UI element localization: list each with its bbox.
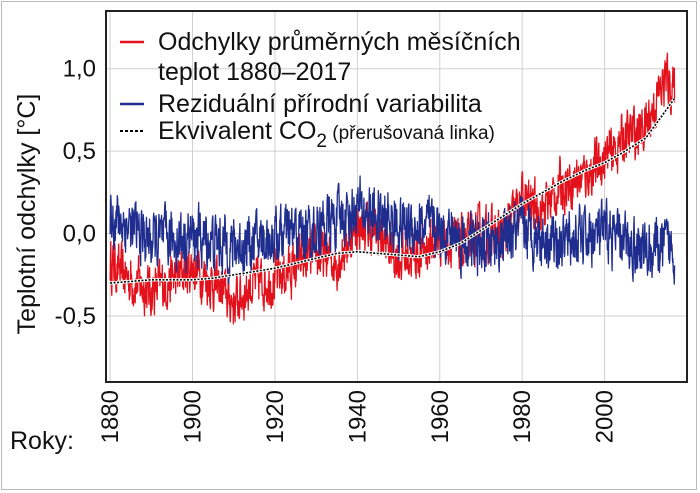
x-tick-label: 1920 bbox=[262, 390, 289, 443]
x-axis-title: Roky: bbox=[10, 427, 74, 455]
x-tick-label: 1960 bbox=[427, 390, 454, 443]
plot-border bbox=[105, 10, 688, 383]
x-tick-label: 1880 bbox=[97, 390, 124, 443]
x-tick-label: 1900 bbox=[180, 390, 207, 443]
x-tick-label: 1940 bbox=[344, 390, 371, 443]
legend-label-co2-subscript: 2 bbox=[316, 131, 327, 152]
co2-equivalent-line bbox=[110, 97, 676, 284]
x-tick-label: 2000 bbox=[592, 390, 619, 443]
y-tick-labels: 1,0 0,5 0,0 -0,5 bbox=[55, 56, 96, 330]
y-tick-label: 0,5 bbox=[63, 138, 96, 165]
legend-label-co2-main: Ekvivalent CO bbox=[158, 117, 316, 145]
y-axis-title: Teplotní odchylky [°C] bbox=[13, 94, 41, 335]
series-group bbox=[109, 52, 676, 325]
y-tick-label: 0,0 bbox=[63, 221, 96, 248]
legend-label-monthly-line2: teplot 1880–2017 bbox=[158, 58, 351, 86]
y-tick-label: -0,5 bbox=[55, 303, 96, 330]
x-tick-label: 1980 bbox=[509, 390, 536, 443]
legend-label-co2-note: (přerušovaná linka) bbox=[327, 123, 495, 144]
legend-label-monthly-line1: Odchylky průměrných měsíčních bbox=[158, 28, 521, 56]
legend: Odchylky průměrných měsíčních teplot 188… bbox=[120, 28, 521, 152]
series-line-0 bbox=[109, 52, 676, 325]
x-tick-labels: 1880 1900 1920 1940 1960 1980 2000 bbox=[97, 390, 618, 443]
series-line-1 bbox=[109, 175, 676, 285]
y-tick-label: 1,0 bbox=[63, 56, 96, 83]
legend-label-residual: Reziduální přírodní variabilita bbox=[158, 90, 482, 118]
legend-label-co2: Ekvivalent CO2 (přerušovaná linka) bbox=[158, 117, 495, 152]
